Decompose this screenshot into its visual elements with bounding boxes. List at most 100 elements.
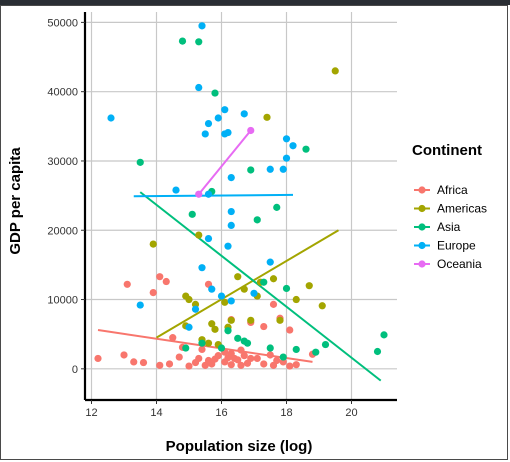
- trend-line-americas: [155, 229, 340, 339]
- point-africa: [204, 356, 213, 365]
- x-tick-label: 14: [150, 407, 162, 419]
- point-africa: [227, 349, 235, 358]
- point-africa: [120, 351, 128, 359]
- data-points: [94, 22, 388, 370]
- point-americas: [195, 231, 203, 239]
- point-europe: [227, 207, 235, 216]
- axes: [83, 12, 397, 402]
- point-asia: [279, 353, 287, 361]
- point-asia: [182, 344, 190, 352]
- point-americas: [240, 285, 248, 293]
- x-tick-label: 18: [280, 407, 292, 419]
- point-africa: [165, 360, 174, 368]
- point-americas: [292, 295, 300, 304]
- point-asia: [266, 344, 274, 352]
- trend-line-europe: [133, 193, 294, 198]
- point-africa: [266, 351, 274, 359]
- point-africa: [237, 346, 245, 354]
- trend-line-asia: [139, 191, 382, 382]
- point-africa: [195, 354, 203, 363]
- point-africa: [253, 354, 261, 363]
- point-africa: [149, 289, 157, 297]
- point-europe: [198, 22, 206, 30]
- point-europe: [172, 186, 180, 194]
- legend-key-point: [418, 204, 426, 213]
- y-tick-label: 10000: [47, 295, 78, 307]
- point-asia: [136, 158, 144, 166]
- point-asia: [234, 334, 242, 342]
- y-tick-label: 0: [72, 364, 78, 376]
- point-asia: [247, 166, 255, 174]
- point-asia: [211, 89, 219, 97]
- window-toolbar-strip: [0, 0, 510, 5]
- legend-key-point: [418, 241, 426, 250]
- legend-label-oceania: Oceania: [437, 257, 482, 271]
- point-europe: [214, 114, 222, 122]
- point-europe: [279, 165, 287, 173]
- point-asia: [195, 38, 203, 46]
- y-tick-label: 30000: [47, 156, 78, 168]
- point-europe: [266, 258, 274, 266]
- point-asia: [217, 344, 226, 352]
- legend-key-point: [418, 260, 426, 268]
- point-europe: [227, 173, 235, 182]
- point-europe: [191, 305, 200, 313]
- legend-label-europe: Europe: [437, 239, 476, 253]
- point-asia: [260, 278, 268, 286]
- point-africa: [260, 360, 268, 368]
- point-africa: [94, 354, 102, 363]
- point-asia: [224, 327, 232, 335]
- point-asia: [302, 145, 310, 153]
- tick-labels: 12 14 16 18 20 0 10000 20000 30000 40000 50000: [47, 17, 357, 419]
- x-tick-label: 16: [215, 407, 227, 419]
- legend-label-asia: Asia: [437, 220, 461, 234]
- point-europe: [240, 110, 248, 118]
- point-africa: [156, 273, 164, 281]
- point-americas: [247, 316, 255, 324]
- point-europe: [221, 130, 229, 138]
- point-asia: [373, 347, 382, 356]
- x-axis-title: Population size (log): [166, 438, 313, 455]
- point-europe: [107, 114, 115, 122]
- point-americas: [234, 273, 242, 281]
- point-africa: [211, 355, 219, 363]
- point-europe: [227, 297, 235, 305]
- point-europe: [266, 165, 274, 173]
- legend-title: Continent: [412, 142, 482, 159]
- point-africa: [286, 362, 294, 370]
- point-europe: [195, 83, 203, 92]
- y-tick-label: 40000: [47, 87, 78, 99]
- point-americas: [227, 316, 235, 324]
- point-asia: [282, 284, 291, 293]
- point-oceania: [247, 126, 255, 135]
- point-europe: [201, 130, 209, 138]
- point-africa: [292, 361, 300, 369]
- point-americas: [208, 320, 216, 328]
- y-tick-label: 20000: [47, 225, 78, 237]
- legend-label-africa: Africa: [437, 183, 468, 197]
- point-americas: [269, 275, 278, 283]
- point-americas: [185, 295, 193, 304]
- point-africa: [156, 361, 164, 369]
- point-americas: [211, 325, 219, 333]
- legend-key-point: [418, 186, 426, 194]
- point-africa: [240, 352, 248, 360]
- trend-lines: [97, 129, 382, 382]
- point-africa: [162, 277, 170, 286]
- point-africa: [169, 334, 177, 342]
- point-africa: [273, 356, 281, 365]
- legend-key-point: [418, 223, 426, 231]
- point-europe: [204, 119, 213, 128]
- point-americas: [221, 298, 229, 306]
- point-asia: [292, 345, 300, 354]
- point-africa: [185, 362, 193, 370]
- trend-line-africa: [97, 329, 313, 363]
- point-asia: [240, 337, 248, 345]
- point-americas: [305, 282, 313, 290]
- plot-frame: [0, 5, 508, 460]
- point-europe: [282, 135, 291, 143]
- legend: Continent Africa Americas Asia Europe Oceani…: [412, 142, 487, 271]
- point-europe: [282, 154, 291, 162]
- point-asia: [380, 331, 388, 339]
- point-africa: [286, 326, 294, 334]
